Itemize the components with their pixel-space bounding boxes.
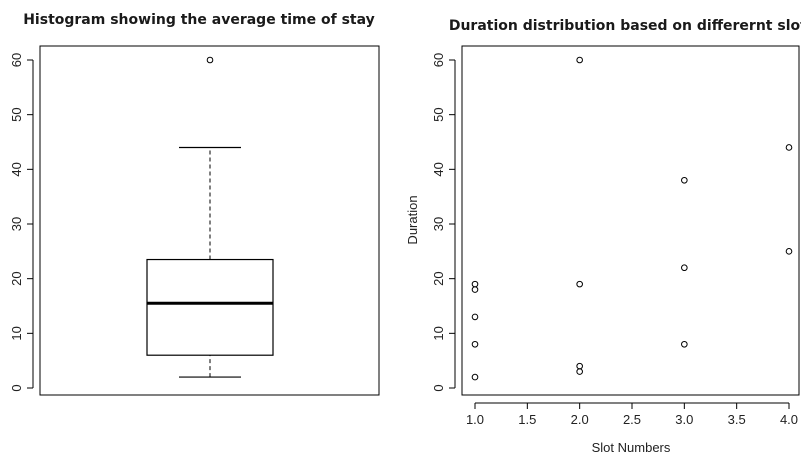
scatter-x-tick-label: 1.0: [466, 412, 484, 427]
scatter-x-tick-label: 2.0: [571, 412, 589, 427]
scatter-x-tick-label: 4.0: [780, 412, 798, 427]
scatter-y-tick-label: 20: [431, 271, 446, 285]
scatter-point: [785, 144, 793, 151]
scatter-x-tick-label: 1.5: [518, 412, 536, 427]
scatter-point: [471, 280, 479, 288]
scatter-x-tick-label: 2.5: [623, 412, 641, 427]
boxplot-frame: [39, 45, 380, 396]
scatter-y-axis: 0 10 20 30 40 50 60: [431, 53, 456, 392]
boxplot-y-tick-label: 20: [9, 271, 24, 285]
scatter-point: [576, 368, 583, 375]
scatter-point: [681, 176, 688, 184]
boxplot-y-tick-label: 10: [9, 326, 24, 340]
scatter-y-tick-label: 50: [431, 107, 446, 121]
scatter-x-tick-label: 3.0: [675, 412, 693, 427]
scatter-point: [785, 248, 793, 255]
boxplot-y-tick-label: 30: [9, 217, 24, 231]
scatter-point: [471, 313, 479, 321]
scatter-point: [471, 286, 479, 293]
boxplot-y-tick-label: 0: [9, 384, 24, 391]
scatter-point: [471, 373, 479, 381]
scatter-frame: [461, 45, 800, 396]
scatter-y-tick-label: 10: [431, 326, 446, 340]
boxplot-box: [146, 258, 274, 356]
scatter-y-axis-label: Duration: [405, 195, 420, 244]
scatter-point: [576, 362, 583, 370]
scatter-x-axis: 1.0 1.5 2.0 2.5 3.0 3.5 4.0: [466, 402, 798, 427]
boxplot-y-tick-label: 60: [9, 53, 24, 67]
boxplot-y-tick-label: 50: [9, 107, 24, 121]
scatter-point: [576, 280, 583, 288]
scatter-title: Duration distribution based on differern…: [449, 18, 801, 34]
scatter-chart: Duration distribution based on differern…: [405, 18, 801, 455]
scatter-x-axis-label: Slot Numbers: [592, 440, 671, 455]
scatter-y-tick-label: 40: [431, 162, 446, 176]
boxplot-outlier: [206, 56, 214, 64]
boxplot-body: [146, 146, 274, 378]
scatter-point: [681, 340, 688, 348]
boxplot-title: Histogram showing the average time of st…: [23, 12, 375, 28]
scatter-point: [576, 56, 583, 64]
scatter-point: [471, 340, 479, 348]
scatter-y-tick-label: 60: [431, 53, 446, 67]
boxplot-y-axis: 0 10 20 30 40 50 60: [9, 53, 34, 392]
boxplot-outliers: [206, 56, 214, 64]
scatter-points: [471, 56, 793, 381]
scatter-y-tick-label: 30: [431, 217, 446, 231]
scatter-x-tick-label: 3.5: [728, 412, 746, 427]
boxplot-chart: Histogram showing the average time of st…: [9, 12, 380, 396]
scatter-y-tick-label: 0: [431, 384, 446, 391]
scatter-point: [681, 264, 688, 272]
boxplot-y-tick-label: 40: [9, 162, 24, 176]
